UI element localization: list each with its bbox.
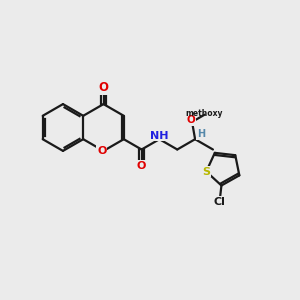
Text: O: O	[97, 146, 106, 156]
Text: O: O	[98, 81, 109, 94]
Text: NH: NH	[150, 130, 169, 141]
Text: Cl: Cl	[214, 197, 225, 207]
Text: O: O	[186, 116, 195, 125]
Text: H: H	[197, 129, 205, 139]
Text: methoxy: methoxy	[186, 109, 224, 118]
Text: S: S	[202, 167, 210, 177]
Text: O: O	[137, 161, 146, 171]
